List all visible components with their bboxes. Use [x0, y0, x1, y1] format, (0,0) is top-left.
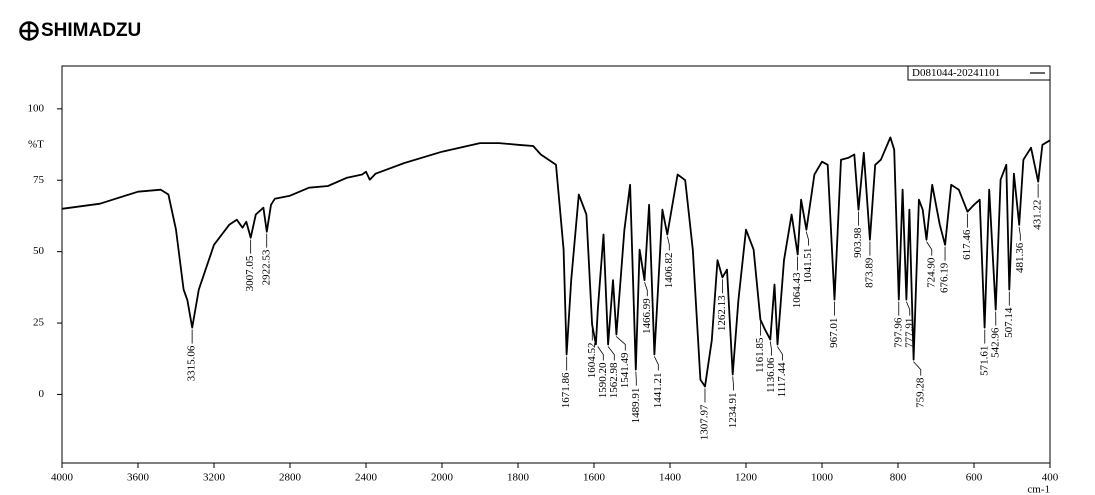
peak-label: 1064.43 — [791, 272, 803, 308]
y-tick-label: 50 — [33, 245, 45, 257]
peak-label: 431.22 — [1032, 200, 1044, 230]
peak-label: 1406.82 — [663, 253, 675, 289]
x-tick-label: 1600 — [583, 472, 606, 484]
peak-label: 1136.06 — [765, 357, 777, 393]
peak-label: 759.28 — [914, 377, 926, 408]
x-axis-label: cm-1 — [1027, 484, 1050, 495]
peak-label: 724.90 — [925, 257, 937, 288]
x-tick-label: 1200 — [735, 472, 758, 484]
x-tick-label: 600 — [966, 472, 983, 484]
peak-label: 3007.05 — [244, 255, 256, 291]
peak-leader — [644, 282, 648, 297]
peak-label: 3315.06 — [186, 345, 198, 381]
peak-leader — [653, 356, 659, 371]
y-tick-label: 25 — [33, 317, 45, 329]
x-tick-label: 4000 — [51, 472, 74, 484]
peak-label: 1562.98 — [608, 362, 620, 398]
peak-leader — [615, 336, 626, 351]
peak-label: 1466.99 — [641, 298, 653, 334]
peak-label: 777.91 — [903, 318, 915, 348]
peak-label: 481.36 — [1014, 242, 1026, 273]
peak-label: 507.14 — [1003, 307, 1015, 338]
peak-label: 903.98 — [852, 227, 864, 258]
spectrum-line — [61, 136, 1051, 388]
peak-label: 1489.91 — [630, 388, 642, 424]
x-tick-label: 2800 — [279, 472, 302, 484]
peak-leader — [667, 236, 670, 251]
peak-label: 676.19 — [939, 262, 951, 293]
x-tick-label: 400 — [1042, 472, 1059, 484]
x-tick-label: 1800 — [507, 472, 530, 484]
peak-label: 571.61 — [978, 346, 990, 376]
peak-leader — [913, 361, 922, 376]
peak-label: 797.96 — [892, 317, 904, 348]
x-tick-label: 3200 — [203, 472, 226, 484]
peak-label: 1234.91 — [727, 392, 739, 428]
y-tick-label: 0 — [39, 388, 45, 400]
peak-label: 873.89 — [863, 257, 875, 288]
peak-label: 542.96 — [989, 327, 1001, 358]
peak-leader — [777, 346, 783, 361]
peak-label: 1307.97 — [699, 404, 711, 440]
x-tick-label: 1400 — [659, 472, 682, 484]
peak-label: 1041.51 — [802, 248, 814, 284]
peak-leader — [906, 301, 911, 316]
peak-leader — [805, 231, 809, 246]
peak-leader — [769, 341, 772, 356]
legend-box — [907, 65, 1051, 81]
peak-leader — [926, 241, 933, 256]
peak-label: 2922.53 — [260, 249, 272, 285]
peak-label: 1441.21 — [652, 372, 664, 408]
peak-leader — [1018, 226, 1021, 241]
y-tick-label: 75 — [33, 174, 45, 186]
peak-label: 967.01 — [828, 318, 840, 348]
peak-leader — [732, 376, 734, 391]
brand: SHIMADZU — [41, 20, 141, 41]
peak-leader — [607, 346, 615, 361]
x-tick-label: 800 — [890, 472, 907, 484]
y-tick-label: 100 — [28, 102, 45, 114]
x-tick-label: 2400 — [355, 472, 378, 484]
brand-logo: SHIMADZU — [19, 20, 141, 41]
x-tick-label: 2000 — [431, 472, 454, 484]
legend-label: D081044-20241101 — [912, 67, 1000, 79]
peak-leader — [597, 346, 604, 361]
peak-label: 1590.20 — [597, 362, 609, 398]
peak-label: 1262.13 — [716, 295, 728, 331]
peak-label: 1604.52 — [586, 342, 598, 378]
plot-frame — [61, 65, 1051, 464]
x-tick-label: 3600 — [127, 472, 150, 484]
x-tick-label: 1000 — [811, 472, 834, 484]
peak-label: 1541.49 — [619, 352, 631, 388]
peak-label: 1671.86 — [560, 372, 572, 408]
peak-label: 617.46 — [961, 229, 973, 260]
peak-label: 1117.44 — [776, 362, 788, 397]
peak-label: 1161.85 — [754, 337, 766, 373]
y-axis-label: %T — [28, 139, 44, 151]
